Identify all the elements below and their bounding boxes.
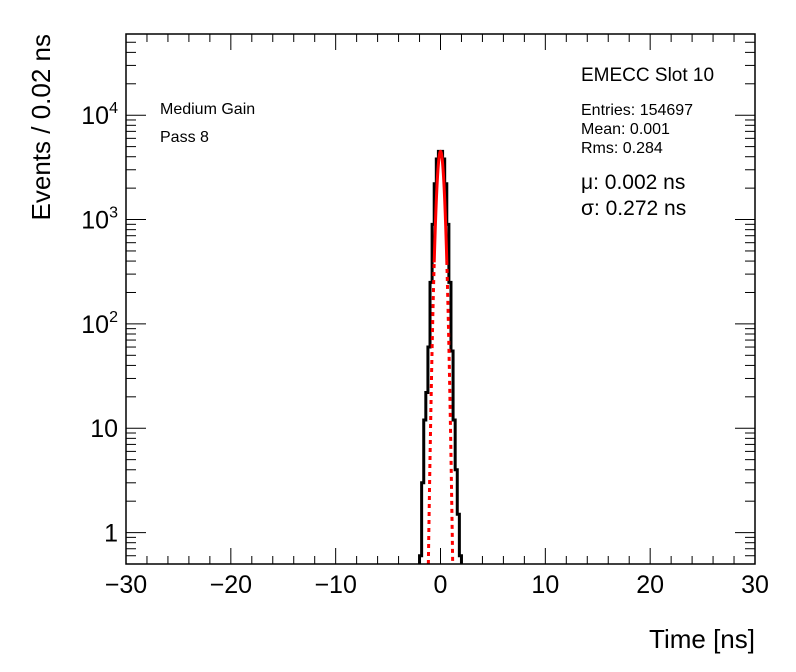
- fit-curve-extrapolated-left: [426, 262, 436, 565]
- x-tick-label: 0: [434, 571, 448, 599]
- x-tick-label: −30: [105, 571, 147, 599]
- x-tick-label: −20: [210, 571, 252, 599]
- x-tick-label: 10: [531, 571, 559, 599]
- fit-sigma: σ: 0.272 ns: [581, 197, 686, 220]
- chart-title: EMECC Slot 10: [581, 65, 714, 86]
- x-axis: −30 −20 −10 0 10 20 30: [105, 34, 769, 599]
- y-axis: 1 10 102 103 104: [81, 33, 755, 565]
- stats-entries: Entries: 154697: [581, 102, 693, 119]
- x-tick-label: 20: [636, 571, 664, 599]
- fit-curve: [432, 149, 449, 263]
- annotation-pass: Pass 8: [160, 129, 209, 146]
- fit-mean: μ: 0.002 ns: [581, 171, 685, 194]
- y-axis-label: Events / 0.02 ns: [26, 34, 56, 220]
- x-axis-label: Time [ns]: [649, 624, 755, 654]
- y-tick-label: 10: [90, 415, 118, 443]
- y-tick-label: 1: [104, 520, 118, 548]
- x-tick-label: 30: [741, 571, 769, 599]
- y-tick-label: 104: [81, 100, 118, 130]
- y-tick-label: 102: [81, 309, 118, 339]
- stats-mean: Mean: 0.001: [581, 121, 670, 138]
- annotation-gain: Medium Gain: [160, 101, 255, 118]
- y-tick-label: 103: [81, 205, 118, 235]
- stats-rms: Rms: 0.284: [581, 140, 663, 157]
- plot-layer: [418, 149, 463, 565]
- x-tick-label: −10: [314, 571, 356, 599]
